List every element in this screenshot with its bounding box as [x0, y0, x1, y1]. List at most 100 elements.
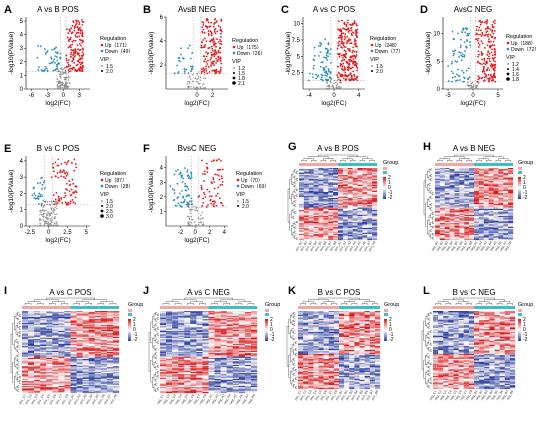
- heatmap-cell: [82, 341, 89, 343]
- heatmap-cell: [34, 350, 41, 353]
- point-up: [353, 60, 356, 63]
- heatmap-cell: [474, 171, 480, 173]
- point-up: [220, 175, 223, 178]
- point-up: [211, 182, 213, 184]
- heatmap-cell: [64, 361, 71, 363]
- heatmap-cell: [464, 235, 470, 237]
- heatmap-cell: [444, 207, 450, 209]
- heatmap-cell: [58, 334, 65, 336]
- heatmap-cell: [449, 219, 455, 221]
- heatmap-cell: [40, 348, 47, 350]
- heatmap-cell: [82, 332, 89, 334]
- point-ns: [340, 86, 342, 88]
- point-up: [213, 23, 215, 25]
- panel-label-F: F: [143, 143, 150, 155]
- heatmap-cell: [483, 177, 489, 179]
- point-ns: [64, 71, 67, 74]
- heatmap-cell: [58, 362, 65, 364]
- point-up: [214, 32, 217, 35]
- heatmap-cell: [40, 334, 47, 336]
- point-down: [463, 80, 465, 83]
- heatmap-cell: [469, 194, 475, 196]
- point-down: [326, 73, 329, 76]
- point-up: [64, 172, 66, 174]
- point-up: [78, 38, 81, 41]
- heatmap-cell: [469, 228, 475, 230]
- heatmap-cell: [82, 343, 89, 346]
- heatmap-cell: [22, 336, 29, 339]
- heatmap-cell: [22, 369, 29, 371]
- point-up: [62, 169, 65, 172]
- heatmap-cell: [100, 335, 108, 337]
- point-ns: [60, 71, 62, 74]
- heatmap-cell: [503, 220, 509, 223]
- point-up: [475, 32, 478, 35]
- point-down: [319, 65, 322, 68]
- heatmap-cell: [308, 180, 314, 182]
- point-ns: [56, 78, 58, 80]
- heatmap-cell: [508, 238, 514, 241]
- heatmap-cell: [40, 312, 47, 314]
- point-layer: [36, 18, 85, 90]
- point-down: [181, 190, 183, 192]
- heatmap-cell: [328, 219, 334, 221]
- heatmap-cell: [439, 174, 445, 176]
- heatmap-cell: [459, 225, 465, 227]
- heatmap-cell: [357, 231, 363, 233]
- point-ns: [188, 77, 190, 79]
- point-up: [208, 190, 211, 193]
- heatmap-cell: [493, 213, 499, 215]
- point-ns: [56, 207, 58, 210]
- point-up: [351, 60, 354, 63]
- heatmap-cell: [338, 196, 344, 199]
- heatmap-cell: [308, 210, 314, 212]
- point-up: [477, 78, 480, 81]
- heatmap-cell: [82, 320, 89, 322]
- point-up: [354, 39, 357, 42]
- heatmap-cell: [488, 171, 494, 173]
- heatmap-cell: [112, 340, 120, 342]
- heatmap-cell: [313, 200, 319, 202]
- point-down: [186, 171, 189, 173]
- heatmap-cell: [435, 234, 441, 236]
- heatmap-cell: [58, 326, 65, 328]
- heatmap-cell: [483, 211, 489, 213]
- heatmap-cell: [34, 367, 41, 369]
- heatmap-cell: [22, 361, 29, 363]
- point-up: [486, 68, 489, 71]
- point-ns: [43, 216, 45, 218]
- heatmap-cell: [347, 212, 353, 214]
- heatmap-cell: [40, 318, 47, 320]
- point-down: [54, 55, 57, 58]
- heatmap-cell: [106, 326, 114, 328]
- point-up: [52, 194, 55, 196]
- dendrogram-branch: [289, 179, 292, 199]
- heatmap-cell: [367, 182, 373, 184]
- heatmap-cell: [333, 223, 339, 225]
- point-up: [343, 38, 346, 41]
- dendrogram-branch: [425, 174, 428, 188]
- point-up: [482, 65, 485, 68]
- point-up: [63, 196, 65, 199]
- point-up: [337, 44, 340, 47]
- point-ns: [39, 209, 41, 212]
- heatmap-cell: [100, 359, 108, 361]
- heatmap-cell: [508, 171, 514, 173]
- heatmap-cell: [493, 224, 499, 226]
- heatmap-cell: [333, 213, 339, 215]
- heatmap-cell: [444, 169, 450, 171]
- heatmap-cell: [318, 232, 324, 235]
- heatmap-cell: [338, 183, 344, 185]
- heatmap-cell: [362, 187, 368, 189]
- heatmap-cell: [94, 314, 101, 316]
- heatmap-cell: [483, 210, 489, 212]
- point-up: [355, 45, 357, 48]
- heatmap-cell: [347, 172, 353, 175]
- heatmap-cell: [454, 206, 460, 208]
- heatmap-cell: [508, 169, 514, 171]
- point-up: [214, 72, 217, 75]
- heatmap-cell: [100, 368, 108, 370]
- heatmap-cell: [503, 183, 509, 185]
- heatmap-cell: [435, 181, 441, 183]
